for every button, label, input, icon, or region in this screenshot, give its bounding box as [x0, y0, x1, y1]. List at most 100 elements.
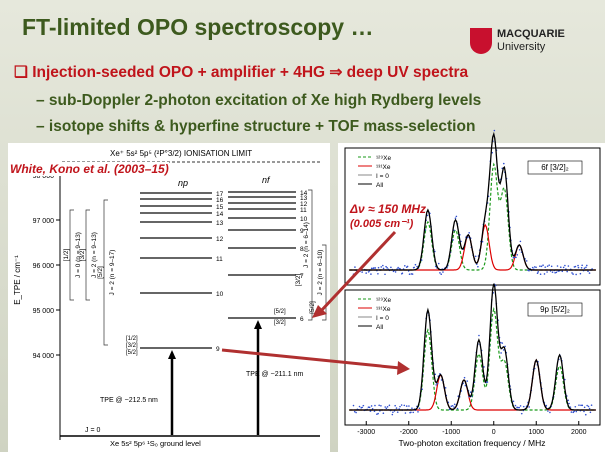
data-dot — [567, 265, 570, 267]
x-tick-label: -3000 — [357, 429, 375, 436]
data-dot — [585, 266, 587, 269]
data-dot — [469, 391, 472, 393]
pointer-arrow — [318, 230, 397, 314]
panel-label: 9p [5/2]₂ — [540, 305, 570, 314]
bracket-label: [3/2] — [79, 248, 86, 261]
data-dot — [514, 404, 517, 407]
data-dot — [390, 266, 392, 269]
sublevel-label: [5/2] — [274, 309, 286, 315]
data-dot — [374, 267, 377, 269]
data-dot — [399, 268, 401, 270]
level-label: 17 — [216, 191, 224, 198]
data-dot — [583, 406, 586, 409]
data-dot — [528, 269, 530, 272]
data-dot — [575, 273, 577, 276]
legend-label: All — [376, 324, 384, 331]
data-dot — [439, 272, 441, 274]
annotation: Δν ≈ 150 MHz — [350, 202, 427, 216]
data-dot — [539, 273, 542, 276]
data-dot — [406, 265, 409, 268]
bracket-label: J = 2 (n = 6–14) — [303, 222, 310, 268]
legend-label: I = 0 — [376, 315, 389, 322]
data-dot — [574, 265, 577, 268]
data-dot — [466, 380, 469, 382]
data-dot — [370, 405, 373, 407]
data-dot — [520, 412, 523, 415]
data-dot — [519, 405, 522, 407]
data-dot — [559, 266, 562, 269]
data-dot — [577, 266, 580, 269]
data-dot — [586, 404, 588, 407]
data-dot — [468, 231, 470, 234]
data-dot — [391, 413, 394, 416]
column-title: np — [178, 178, 188, 188]
x-tick-label: 0 — [492, 429, 496, 436]
data-dot — [416, 265, 418, 268]
data-dot — [396, 411, 399, 413]
data-dot — [421, 388, 423, 391]
data-dot — [437, 262, 440, 265]
data-dot — [373, 410, 376, 413]
tpe-label: TPE @ ~211.1 nm — [246, 371, 304, 378]
data-dot — [545, 404, 548, 407]
data-dot — [572, 273, 574, 275]
citation: White, Kono et al. (2003–15) — [10, 162, 169, 176]
level-label: 13 — [300, 195, 308, 202]
data-dot — [518, 406, 521, 409]
sublevel-label: [1/2] — [126, 336, 138, 342]
data-dot — [546, 271, 548, 273]
data-dot — [516, 254, 519, 256]
data-dot — [376, 413, 378, 416]
data-dot — [410, 273, 413, 275]
data-dot — [554, 271, 556, 274]
data-dot — [355, 411, 357, 414]
column-title: nf — [262, 175, 271, 185]
data-dot — [580, 404, 582, 407]
data-dot — [544, 266, 547, 268]
data-dot — [502, 162, 505, 165]
data-dot — [583, 410, 585, 413]
data-dot — [539, 265, 541, 267]
data-dot — [525, 260, 528, 262]
level-label: 6 — [300, 316, 304, 323]
legend-label: ¹²⁹Xe — [376, 297, 391, 304]
bracket — [69, 209, 74, 301]
bracket-label: J = 2 (n = 9–17) — [109, 250, 116, 296]
data-dot — [587, 270, 589, 273]
legend-label: ¹²⁹Xe — [376, 155, 391, 162]
data-dot — [566, 270, 568, 273]
data-dot — [451, 404, 454, 407]
legend-label: I = 0 — [376, 173, 389, 180]
logo-text: MACQUARIE — [497, 28, 565, 40]
level-label: 12 — [300, 201, 308, 208]
data-dot — [361, 271, 363, 273]
arrow-head — [254, 320, 262, 329]
data-dot — [556, 265, 559, 267]
data-dot — [537, 271, 540, 273]
sublevel-label: [5/2] — [126, 350, 138, 356]
data-dot — [377, 412, 379, 415]
data-dot — [502, 349, 505, 351]
level-label: 14 — [300, 190, 308, 197]
data-dot — [517, 406, 519, 409]
limit-label: Xe⁺ 5s² 5p⁵ (²P°3/2) IONISATION LIMIT — [110, 149, 252, 158]
data-dot — [410, 411, 412, 414]
annotation-sub: (0.005 cm⁻¹) — [350, 218, 414, 230]
data-dot — [403, 404, 406, 407]
level-label: 11 — [216, 256, 223, 263]
bracket — [308, 189, 313, 321]
plot-frame — [344, 147, 601, 286]
arrow-head — [397, 361, 410, 375]
data-dot — [591, 268, 593, 270]
data-dot — [354, 266, 356, 268]
arrow-head — [312, 305, 327, 318]
y-axis-label: E_TPE / cm⁻¹ — [13, 255, 22, 305]
data-dot — [450, 405, 453, 407]
bracket-label: [5/2] — [309, 301, 316, 314]
y-tick-label: 98 000 — [33, 173, 55, 180]
level-label: 8 — [300, 246, 304, 253]
data-dot — [551, 271, 554, 273]
data-dot — [405, 405, 408, 407]
data-dot — [512, 256, 515, 259]
level-label: 9 — [300, 228, 304, 235]
